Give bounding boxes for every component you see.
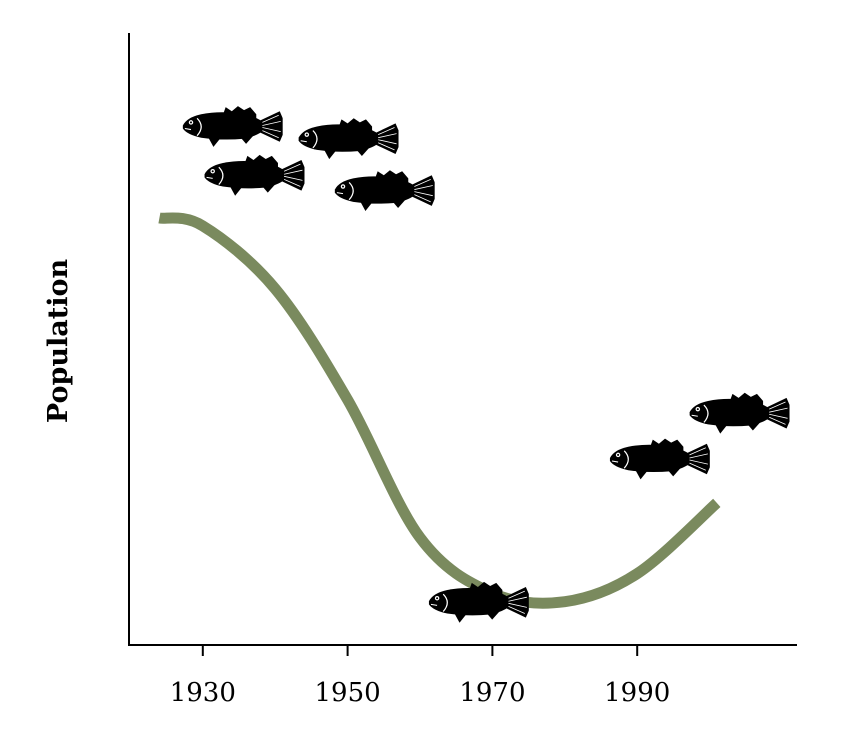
- fish-icon: [334, 169, 435, 212]
- x-tick-label: 1970: [459, 678, 525, 708]
- fish-icon: [609, 437, 710, 481]
- fish-icon: [298, 117, 399, 160]
- x-ticks: [201, 645, 639, 656]
- fish-icon: [182, 105, 283, 148]
- fish-icon: [203, 154, 305, 197]
- series-line: [158, 212, 721, 609]
- y-axis-title: Population: [43, 259, 74, 424]
- x-tick-label: 1990: [604, 678, 670, 708]
- x-tick-labels: 1930 1950 1970 1990: [170, 678, 671, 708]
- x-tick-label: 1930: [170, 678, 236, 708]
- x-tick-label: 1950: [315, 678, 381, 708]
- fish-icon: [428, 581, 529, 624]
- fish-icon: [689, 392, 790, 435]
- fish-icons: [182, 105, 790, 624]
